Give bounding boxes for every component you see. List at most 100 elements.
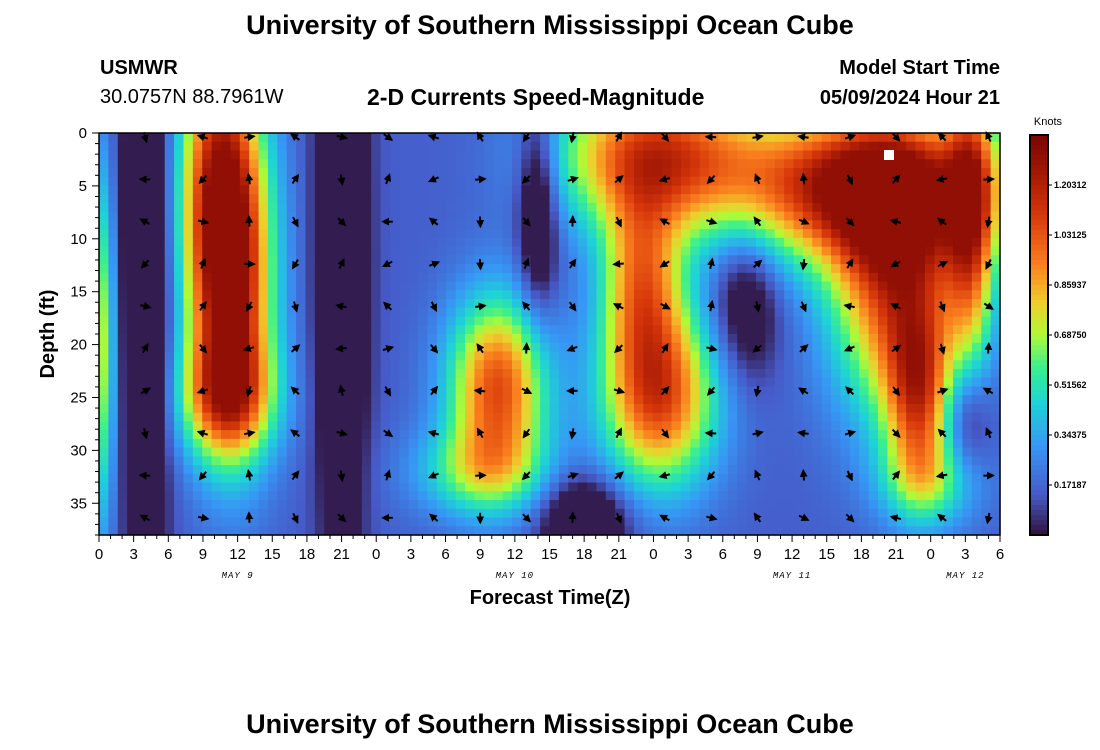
heat-cell (680, 150, 691, 160)
heat-cell (643, 202, 654, 213)
heat-cell (493, 316, 504, 326)
heat-cell (624, 211, 635, 221)
vector-arrow (245, 385, 254, 398)
heat-cell (333, 456, 344, 466)
vector-arrow (797, 429, 809, 438)
heat-cell (652, 456, 663, 466)
vector-arrow (473, 387, 486, 396)
heat-cell (587, 220, 598, 230)
heat-cell (652, 133, 663, 143)
heat-cell (249, 220, 260, 230)
heat-cell (774, 447, 785, 457)
heat-cell (727, 342, 738, 353)
heat-cell (652, 167, 663, 178)
heat-cell (530, 272, 541, 283)
heat-cell (558, 307, 569, 318)
heat-cell (680, 368, 691, 379)
heat-cell (192, 316, 203, 326)
heat-cell (953, 377, 964, 388)
heat-cell (192, 456, 203, 466)
heat-cell (136, 508, 147, 519)
heat-cell (915, 360, 926, 370)
heat-cell (906, 237, 917, 248)
heat-cell (183, 255, 194, 265)
heat-cell (296, 167, 307, 178)
heat-cell (192, 412, 203, 422)
heat-cell (361, 299, 372, 309)
heat-cell (887, 264, 898, 274)
heat-cell (990, 465, 1001, 475)
model-start-label: Model Start Time (839, 57, 1000, 79)
heat-cell (896, 438, 907, 449)
heat-cell (709, 421, 720, 431)
heat-cell (953, 386, 964, 396)
heat-cell (408, 500, 419, 510)
heat-cell (540, 456, 551, 466)
heat-cell (305, 342, 316, 353)
heat-cell (465, 316, 476, 326)
heat-cell (352, 500, 363, 510)
heat-cell (305, 281, 316, 291)
heat-cell (605, 264, 616, 274)
heat-cell (127, 491, 138, 501)
heat-cell (718, 255, 729, 265)
heat-cell (145, 150, 156, 160)
heat-cell (324, 325, 335, 335)
heat-cell (446, 150, 457, 160)
heat-cell (643, 150, 654, 160)
heat-cell (962, 351, 973, 361)
vector-arrow (381, 259, 393, 268)
heat-cell (211, 211, 222, 221)
heat-cell (296, 447, 307, 457)
heat-cell (981, 421, 992, 431)
heat-cell (765, 473, 776, 484)
heat-cell (605, 307, 616, 318)
heat-cell (511, 246, 522, 256)
heat-cell (230, 316, 241, 326)
heat-cell (615, 508, 626, 519)
heat-cell (389, 351, 400, 361)
heat-cell (662, 211, 673, 221)
heat-cell (483, 473, 494, 484)
heat-cell (145, 176, 156, 187)
heat-cell (361, 465, 372, 475)
heat-cell (624, 202, 635, 213)
heat-cell (737, 150, 748, 160)
heat-cell (221, 237, 231, 248)
heat-cell (483, 255, 494, 265)
heat-cell (389, 264, 400, 274)
heat-cell (755, 377, 766, 388)
heat-cell (211, 202, 222, 213)
heat-cell (164, 447, 175, 457)
heat-cell (511, 412, 522, 422)
heat-cell (343, 299, 354, 309)
heat-cell (343, 412, 354, 422)
heat-cell (221, 456, 231, 466)
heat-cell (699, 403, 710, 414)
heat-cell (690, 202, 701, 213)
heat-cell (502, 159, 513, 169)
heat-cell (924, 351, 935, 361)
heat-cell (746, 194, 757, 204)
heat-cell (577, 237, 588, 248)
vector-arrow (476, 343, 485, 354)
heat-cell (558, 386, 569, 396)
heat-cell (108, 237, 119, 248)
heat-cell (314, 473, 325, 484)
heat-cell (868, 517, 879, 527)
heat-cell (774, 342, 785, 353)
x-tick-label: 18 (299, 546, 316, 563)
heat-cell (145, 395, 156, 405)
heat-cell (859, 264, 870, 274)
heat-cell (755, 500, 766, 510)
heat-cell (117, 473, 128, 484)
heat-cell (211, 159, 222, 169)
heat-cell (831, 141, 842, 152)
heat-cell (117, 508, 128, 519)
heat-cell (896, 194, 907, 204)
heat-cell (859, 141, 870, 152)
vector-arrow (197, 513, 210, 522)
heat-cell (183, 456, 194, 466)
heat-cell (840, 185, 851, 195)
heat-cell (324, 500, 335, 510)
